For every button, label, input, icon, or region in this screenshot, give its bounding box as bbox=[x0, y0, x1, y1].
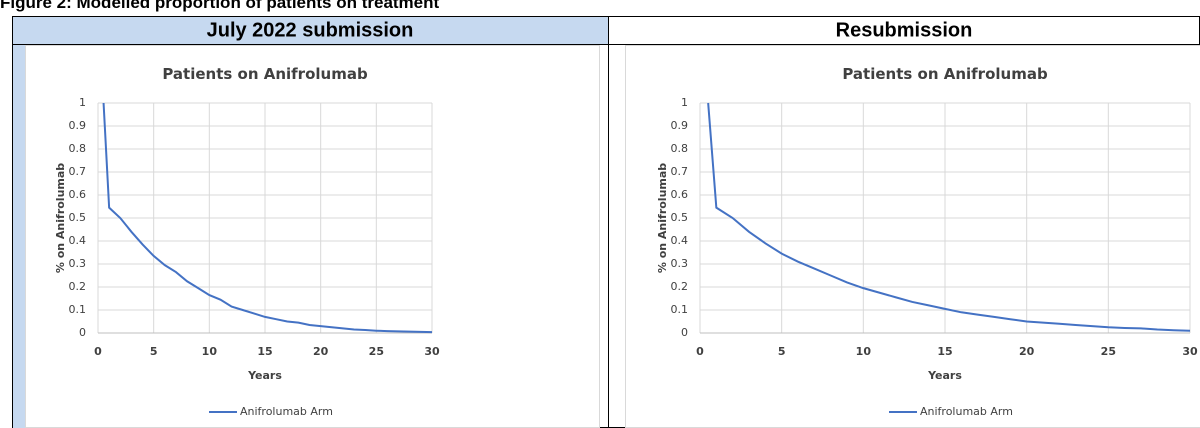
legend-label: Anifrolumab Arm bbox=[240, 405, 333, 418]
x-tick-label: 5 bbox=[778, 345, 786, 358]
y-tick-label: 0.3 bbox=[671, 257, 689, 270]
series-line bbox=[102, 102, 433, 334]
x-tick-label: 10 bbox=[856, 345, 872, 358]
chart-title: Patients on Anifrolumab bbox=[162, 65, 368, 83]
y-tick-label: 0.7 bbox=[671, 165, 689, 178]
chart-title: Patients on Anifrolumab bbox=[842, 65, 1048, 83]
series-line bbox=[707, 102, 1191, 332]
x-axis-label: Years bbox=[927, 369, 962, 382]
side-strip bbox=[13, 45, 25, 428]
header-cell bbox=[12, 16, 608, 44]
y-axis-label: % on Anifrolumab bbox=[54, 163, 67, 273]
chart-area bbox=[25, 45, 600, 428]
y-tick-label: 0.5 bbox=[69, 211, 87, 224]
x-tick-label: 20 bbox=[313, 345, 329, 358]
x-tick-label: 10 bbox=[202, 345, 218, 358]
y-tick-label: 0.8 bbox=[69, 142, 87, 155]
x-tick-label: 15 bbox=[257, 345, 272, 358]
legend-label: Anifrolumab Arm bbox=[920, 405, 1013, 418]
y-tick-label: 0.2 bbox=[671, 280, 689, 293]
y-tick-label: 0.1 bbox=[69, 303, 87, 316]
x-tick-label: 0 bbox=[94, 345, 102, 358]
y-tick-label: 0.9 bbox=[671, 119, 689, 132]
y-tick-label: 0.8 bbox=[671, 142, 689, 155]
column-header: Resubmission bbox=[836, 19, 973, 41]
chart-area bbox=[625, 45, 1200, 428]
column-header: July 2022 submission bbox=[207, 19, 414, 41]
y-tick-label: 0.2 bbox=[69, 280, 87, 293]
x-tick-label: 30 bbox=[1182, 345, 1198, 358]
y-tick-label: 0.1 bbox=[671, 303, 689, 316]
y-tick-label: 1 bbox=[681, 96, 688, 109]
y-tick-label: 0.7 bbox=[69, 165, 87, 178]
y-axis-label: % on Anifrolumab bbox=[656, 163, 669, 273]
x-tick-label: 0 bbox=[696, 345, 704, 358]
x-tick-label: 5 bbox=[150, 345, 158, 358]
y-tick-label: 1 bbox=[79, 96, 86, 109]
y-tick-label: 0.5 bbox=[671, 211, 689, 224]
x-tick-label: 15 bbox=[937, 345, 952, 358]
y-tick-label: 0.3 bbox=[69, 257, 87, 270]
y-tick-label: 0.6 bbox=[671, 188, 689, 201]
y-tick-label: 0.4 bbox=[69, 234, 87, 247]
x-tick-label: 20 bbox=[1019, 345, 1035, 358]
y-tick-label: 0.9 bbox=[69, 119, 87, 132]
figure-title: Figure 2: Modelled proportion of patient… bbox=[0, 0, 440, 12]
y-tick-label: 0 bbox=[79, 326, 86, 339]
x-axis-label: Years bbox=[247, 369, 282, 382]
x-tick-label: 30 bbox=[424, 345, 440, 358]
x-tick-label: 25 bbox=[1101, 345, 1116, 358]
y-tick-label: 0.4 bbox=[671, 234, 689, 247]
y-tick-label: 0.6 bbox=[69, 188, 87, 201]
y-tick-label: 0 bbox=[681, 326, 688, 339]
x-tick-label: 25 bbox=[369, 345, 384, 358]
